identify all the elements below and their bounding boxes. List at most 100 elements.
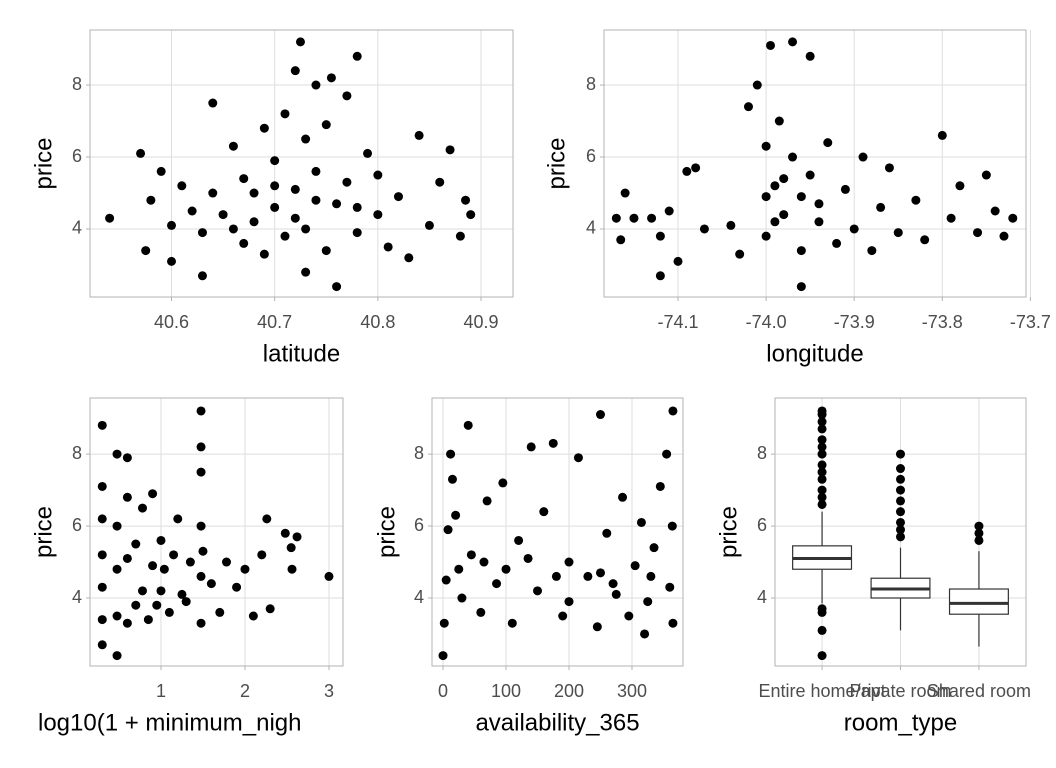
point: [352, 228, 362, 238]
point: [122, 618, 132, 628]
point: [937, 130, 947, 140]
point: [414, 130, 424, 140]
point: [766, 40, 776, 50]
x-tick-label: -74.0: [746, 312, 787, 332]
x-tick-label: -73.9: [834, 312, 875, 332]
point: [197, 228, 207, 238]
point: [373, 210, 383, 220]
point: [735, 249, 745, 259]
point: [287, 564, 297, 574]
point: [290, 213, 300, 223]
point: [352, 51, 362, 61]
point: [383, 242, 393, 252]
point: [311, 80, 321, 90]
point: [342, 177, 352, 187]
point: [295, 37, 305, 47]
point: [112, 449, 122, 459]
point: [973, 228, 983, 238]
x-tick-label: 200: [554, 681, 584, 701]
point: [215, 607, 225, 617]
point: [280, 231, 290, 241]
outlier: [817, 625, 827, 635]
y-tick-label: 6: [586, 146, 596, 166]
outlier: [896, 474, 905, 484]
point: [143, 615, 153, 625]
point: [629, 213, 639, 223]
point: [221, 557, 231, 567]
x-tick-label: 40.6: [154, 312, 189, 332]
point: [438, 651, 448, 661]
point: [167, 256, 177, 266]
x-tick-label: 0: [438, 681, 448, 701]
point: [152, 600, 162, 610]
point: [301, 267, 311, 277]
point: [646, 571, 656, 581]
point: [286, 543, 296, 553]
point: [270, 202, 280, 212]
point: [573, 453, 583, 463]
point: [447, 474, 457, 484]
point: [788, 37, 798, 47]
outlier: [817, 651, 827, 661]
point: [196, 521, 206, 531]
point: [196, 442, 206, 452]
point: [664, 206, 674, 216]
point: [564, 557, 574, 567]
point: [823, 138, 833, 148]
outlier: [817, 435, 827, 445]
point: [583, 571, 593, 581]
point: [311, 166, 321, 176]
point: [177, 181, 187, 191]
outlier: [817, 499, 827, 509]
point: [259, 249, 269, 259]
point: [668, 618, 678, 628]
point: [352, 202, 362, 212]
point: [97, 615, 107, 625]
outlier: [974, 521, 984, 531]
point: [301, 134, 311, 144]
point: [159, 564, 169, 574]
point: [514, 535, 524, 545]
point: [1008, 213, 1018, 223]
outlier: [896, 496, 905, 506]
point: [498, 478, 508, 488]
point: [164, 607, 174, 617]
point: [647, 213, 657, 223]
point: [551, 571, 561, 581]
outlier: [896, 525, 905, 535]
y-tick-label: 4: [414, 587, 424, 607]
point: [228, 141, 238, 151]
point: [249, 217, 259, 227]
point: [602, 528, 612, 538]
point: [673, 256, 683, 266]
point: [501, 564, 511, 574]
point: [445, 145, 455, 155]
point: [595, 568, 605, 578]
point: [218, 210, 228, 220]
point: [321, 120, 331, 130]
point: [197, 271, 207, 281]
point: [292, 532, 302, 542]
outlier: [817, 410, 827, 420]
point: [239, 174, 249, 184]
point: [981, 170, 991, 180]
outlier: [817, 485, 827, 495]
y-tick-label: 8: [72, 443, 82, 463]
y-tick-label: 6: [72, 515, 82, 535]
point: [177, 589, 187, 599]
y-tick-label: 4: [586, 218, 596, 238]
panel-border: [774, 397, 1027, 667]
point: [592, 622, 602, 632]
point: [643, 597, 653, 607]
x-axis-title: availability_365: [475, 709, 639, 736]
x-tick-label: 40.8: [360, 312, 395, 332]
point: [404, 253, 414, 263]
x-tick-label: Private room: [849, 681, 951, 701]
x-tick-label: 40.9: [463, 312, 498, 332]
point: [655, 271, 665, 281]
point: [228, 224, 238, 234]
x-tick-label: 40.7: [257, 312, 292, 332]
point: [270, 181, 280, 191]
point: [476, 607, 486, 617]
